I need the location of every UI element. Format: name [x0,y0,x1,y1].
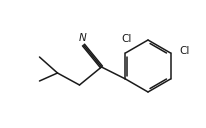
Text: Cl: Cl [179,46,189,56]
Text: Cl: Cl [121,34,131,44]
Text: N: N [78,33,86,43]
